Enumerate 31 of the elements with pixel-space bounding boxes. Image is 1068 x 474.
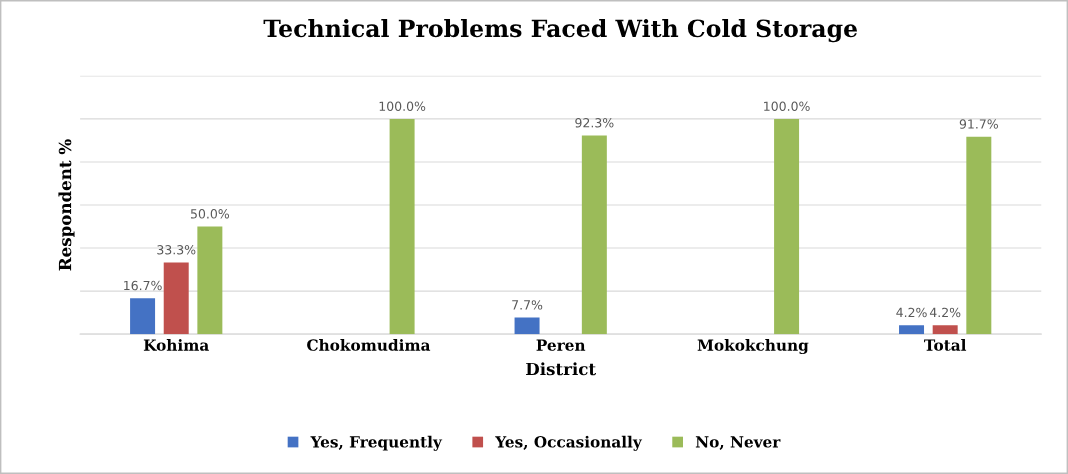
data-label: 7.7% [512,300,543,310]
x-tick-label: Mokokchung [697,339,809,355]
x-tick-label: Chokomudima [307,339,431,351]
bar [932,325,958,335]
data-label: 4.2% [896,307,927,318]
legend-label: Yes, Occasionally [495,435,643,451]
data-label: 92.3% [575,118,614,128]
data-label: 100.0% [764,101,810,111]
bar [774,118,800,335]
x-axis-title: District [526,362,597,376]
data-label: 33.3% [157,245,196,255]
bar [966,136,992,335]
bar [899,325,925,335]
x-tick-label: Total [924,339,967,351]
data-label: 4.2% [929,307,961,318]
x-tick-label: Peren [536,339,586,351]
bar [514,317,540,335]
legend-label: Yes, Frequently [310,435,443,451]
data-label: 100.0% [379,101,426,111]
bar [389,118,415,335]
data-label: 50.0% [190,209,230,219]
bar [163,262,189,335]
bar [197,226,223,335]
y-axis-title: Respondent % [58,139,75,271]
legend-label: No, Never [695,436,781,450]
chart-title: Technical Problems Faced With Cold Storage [263,19,858,43]
data-label: 16.7% [124,280,162,291]
x-tick-label: Kohima [143,339,209,351]
bar [130,298,156,335]
data-label: 91.7% [959,119,998,129]
bar [581,135,607,335]
